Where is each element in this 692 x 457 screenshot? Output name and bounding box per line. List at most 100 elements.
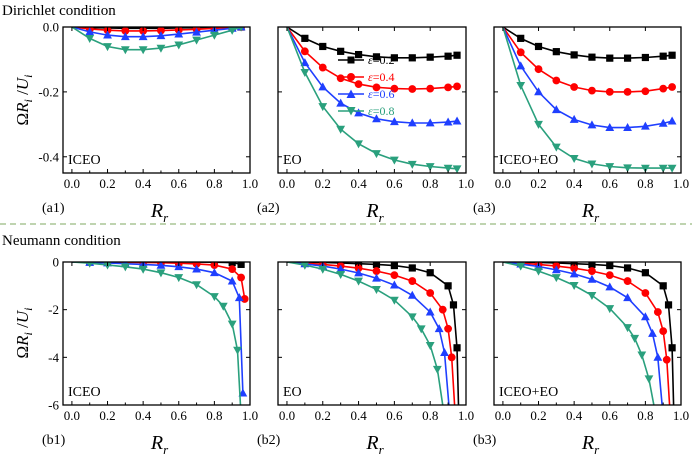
data-point bbox=[551, 143, 561, 152]
data-point bbox=[228, 265, 237, 274]
data-point bbox=[86, 262, 93, 268]
x-axis-label-sub: r bbox=[594, 210, 600, 225]
data-point bbox=[444, 324, 452, 333]
data-point bbox=[156, 269, 166, 278]
x-tick-label: 0.6 bbox=[171, 408, 188, 423]
axes-frame bbox=[493, 26, 682, 174]
svg-text:ε=0.6: ε=0.6 bbox=[368, 87, 395, 101]
data-point bbox=[389, 296, 399, 305]
data-point bbox=[372, 83, 381, 92]
data-point bbox=[389, 280, 399, 289]
data-point bbox=[192, 36, 201, 45]
axes-frame bbox=[277, 261, 467, 406]
x-tick-label: 1.0 bbox=[242, 408, 258, 423]
axes-frame bbox=[62, 26, 251, 174]
data-point bbox=[623, 264, 632, 272]
data-point bbox=[668, 83, 676, 91]
data-point bbox=[623, 54, 632, 62]
data-point bbox=[390, 271, 399, 280]
x-tick-label: 0.0 bbox=[495, 408, 511, 423]
data-point bbox=[174, 29, 184, 38]
data-point bbox=[551, 265, 561, 274]
x-tick-label: 0.2 bbox=[315, 176, 331, 191]
data-point bbox=[440, 414, 449, 422]
data-point bbox=[623, 87, 632, 96]
data-point bbox=[641, 53, 649, 62]
panel-label: (a2) bbox=[257, 201, 280, 216]
data-point bbox=[605, 122, 615, 131]
data-point bbox=[354, 50, 363, 59]
data-point bbox=[667, 116, 677, 125]
data-point bbox=[120, 46, 130, 55]
series-line-2 bbox=[286, 262, 450, 405]
data-point bbox=[318, 82, 328, 91]
data-point bbox=[444, 83, 452, 92]
data-point bbox=[103, 30, 112, 39]
data-point bbox=[174, 262, 184, 271]
data-point bbox=[630, 334, 640, 343]
series-line-1 bbox=[286, 262, 456, 405]
data-point bbox=[354, 277, 363, 286]
legend-entry-eps-0.6: ε=0.6 bbox=[338, 87, 395, 101]
data-point bbox=[452, 116, 462, 125]
x-tick-label: 0.0 bbox=[64, 408, 80, 423]
series-line-3 bbox=[286, 262, 444, 405]
panel-b3: 0.0 0.2 0.4 0.6 0.8 1.0 ICEO+EO (b3) Rr bbox=[473, 261, 689, 457]
panel-label: (b1) bbox=[42, 433, 66, 448]
data-point bbox=[640, 312, 650, 321]
data-point bbox=[416, 325, 426, 334]
data-point bbox=[156, 44, 166, 53]
data-point bbox=[425, 342, 435, 351]
panel-a3: 0.0 0.2 0.4 0.6 0.8 1.0 ICEO+EO (a3) Rr bbox=[473, 26, 689, 225]
data-point bbox=[587, 120, 597, 129]
x-axis-label-main: R bbox=[150, 432, 163, 454]
data-point bbox=[209, 31, 219, 40]
data-point bbox=[120, 263, 130, 272]
data-point bbox=[354, 140, 363, 149]
x-axis-label-sub: r bbox=[163, 210, 169, 225]
x-tick-label: 0.0 bbox=[64, 176, 80, 191]
data-point bbox=[372, 286, 381, 295]
data-point bbox=[209, 268, 219, 277]
panel-a1: 0.0 0.2 0.4 0.6 0.8 1.0 0.0 -0.2 -0.4 ICEO (a1) Rr bbox=[38, 20, 258, 226]
data-point bbox=[449, 301, 458, 309]
data-point bbox=[238, 27, 244, 32]
y-axis-label-top: ΩRi /Ui bbox=[13, 75, 35, 126]
data-point bbox=[552, 48, 560, 56]
x-tick-label: 0.8 bbox=[206, 408, 222, 423]
data-point bbox=[390, 54, 398, 62]
data-point bbox=[648, 328, 657, 337]
data-point bbox=[372, 267, 381, 275]
y-axis-label-bottom: ΩRi /Ui bbox=[13, 308, 35, 359]
x-tick-label: 1.0 bbox=[458, 408, 474, 423]
data-point bbox=[156, 262, 166, 269]
x-tick-label: 0.4 bbox=[566, 176, 583, 191]
panel-annotation: EO bbox=[283, 385, 302, 400]
data-point bbox=[552, 76, 561, 85]
data-point bbox=[534, 120, 543, 129]
data-point bbox=[432, 365, 442, 374]
x-axis-label: Rr bbox=[365, 200, 384, 225]
legend: ε=0.2 ε=0.4 ε=0.6 ε=0.8 bbox=[338, 53, 395, 118]
data-point bbox=[640, 121, 650, 130]
data-point bbox=[605, 282, 615, 291]
data-point bbox=[623, 293, 632, 302]
data-point bbox=[407, 160, 417, 169]
data-point bbox=[138, 265, 148, 274]
data-point bbox=[425, 307, 435, 316]
data-point bbox=[157, 27, 165, 35]
x-tick-label: 0.2 bbox=[530, 176, 546, 191]
data-point bbox=[623, 324, 632, 333]
data-point bbox=[664, 301, 673, 309]
data-point bbox=[667, 164, 677, 173]
series-line-3 bbox=[502, 27, 673, 169]
data-point bbox=[653, 352, 663, 361]
data-point bbox=[569, 114, 579, 123]
data-point bbox=[318, 63, 327, 72]
y-tick-label: -6 bbox=[48, 398, 59, 413]
data-point bbox=[659, 412, 668, 420]
data-point bbox=[354, 108, 363, 117]
series-line-0 bbox=[286, 262, 460, 405]
data-point bbox=[623, 277, 632, 285]
